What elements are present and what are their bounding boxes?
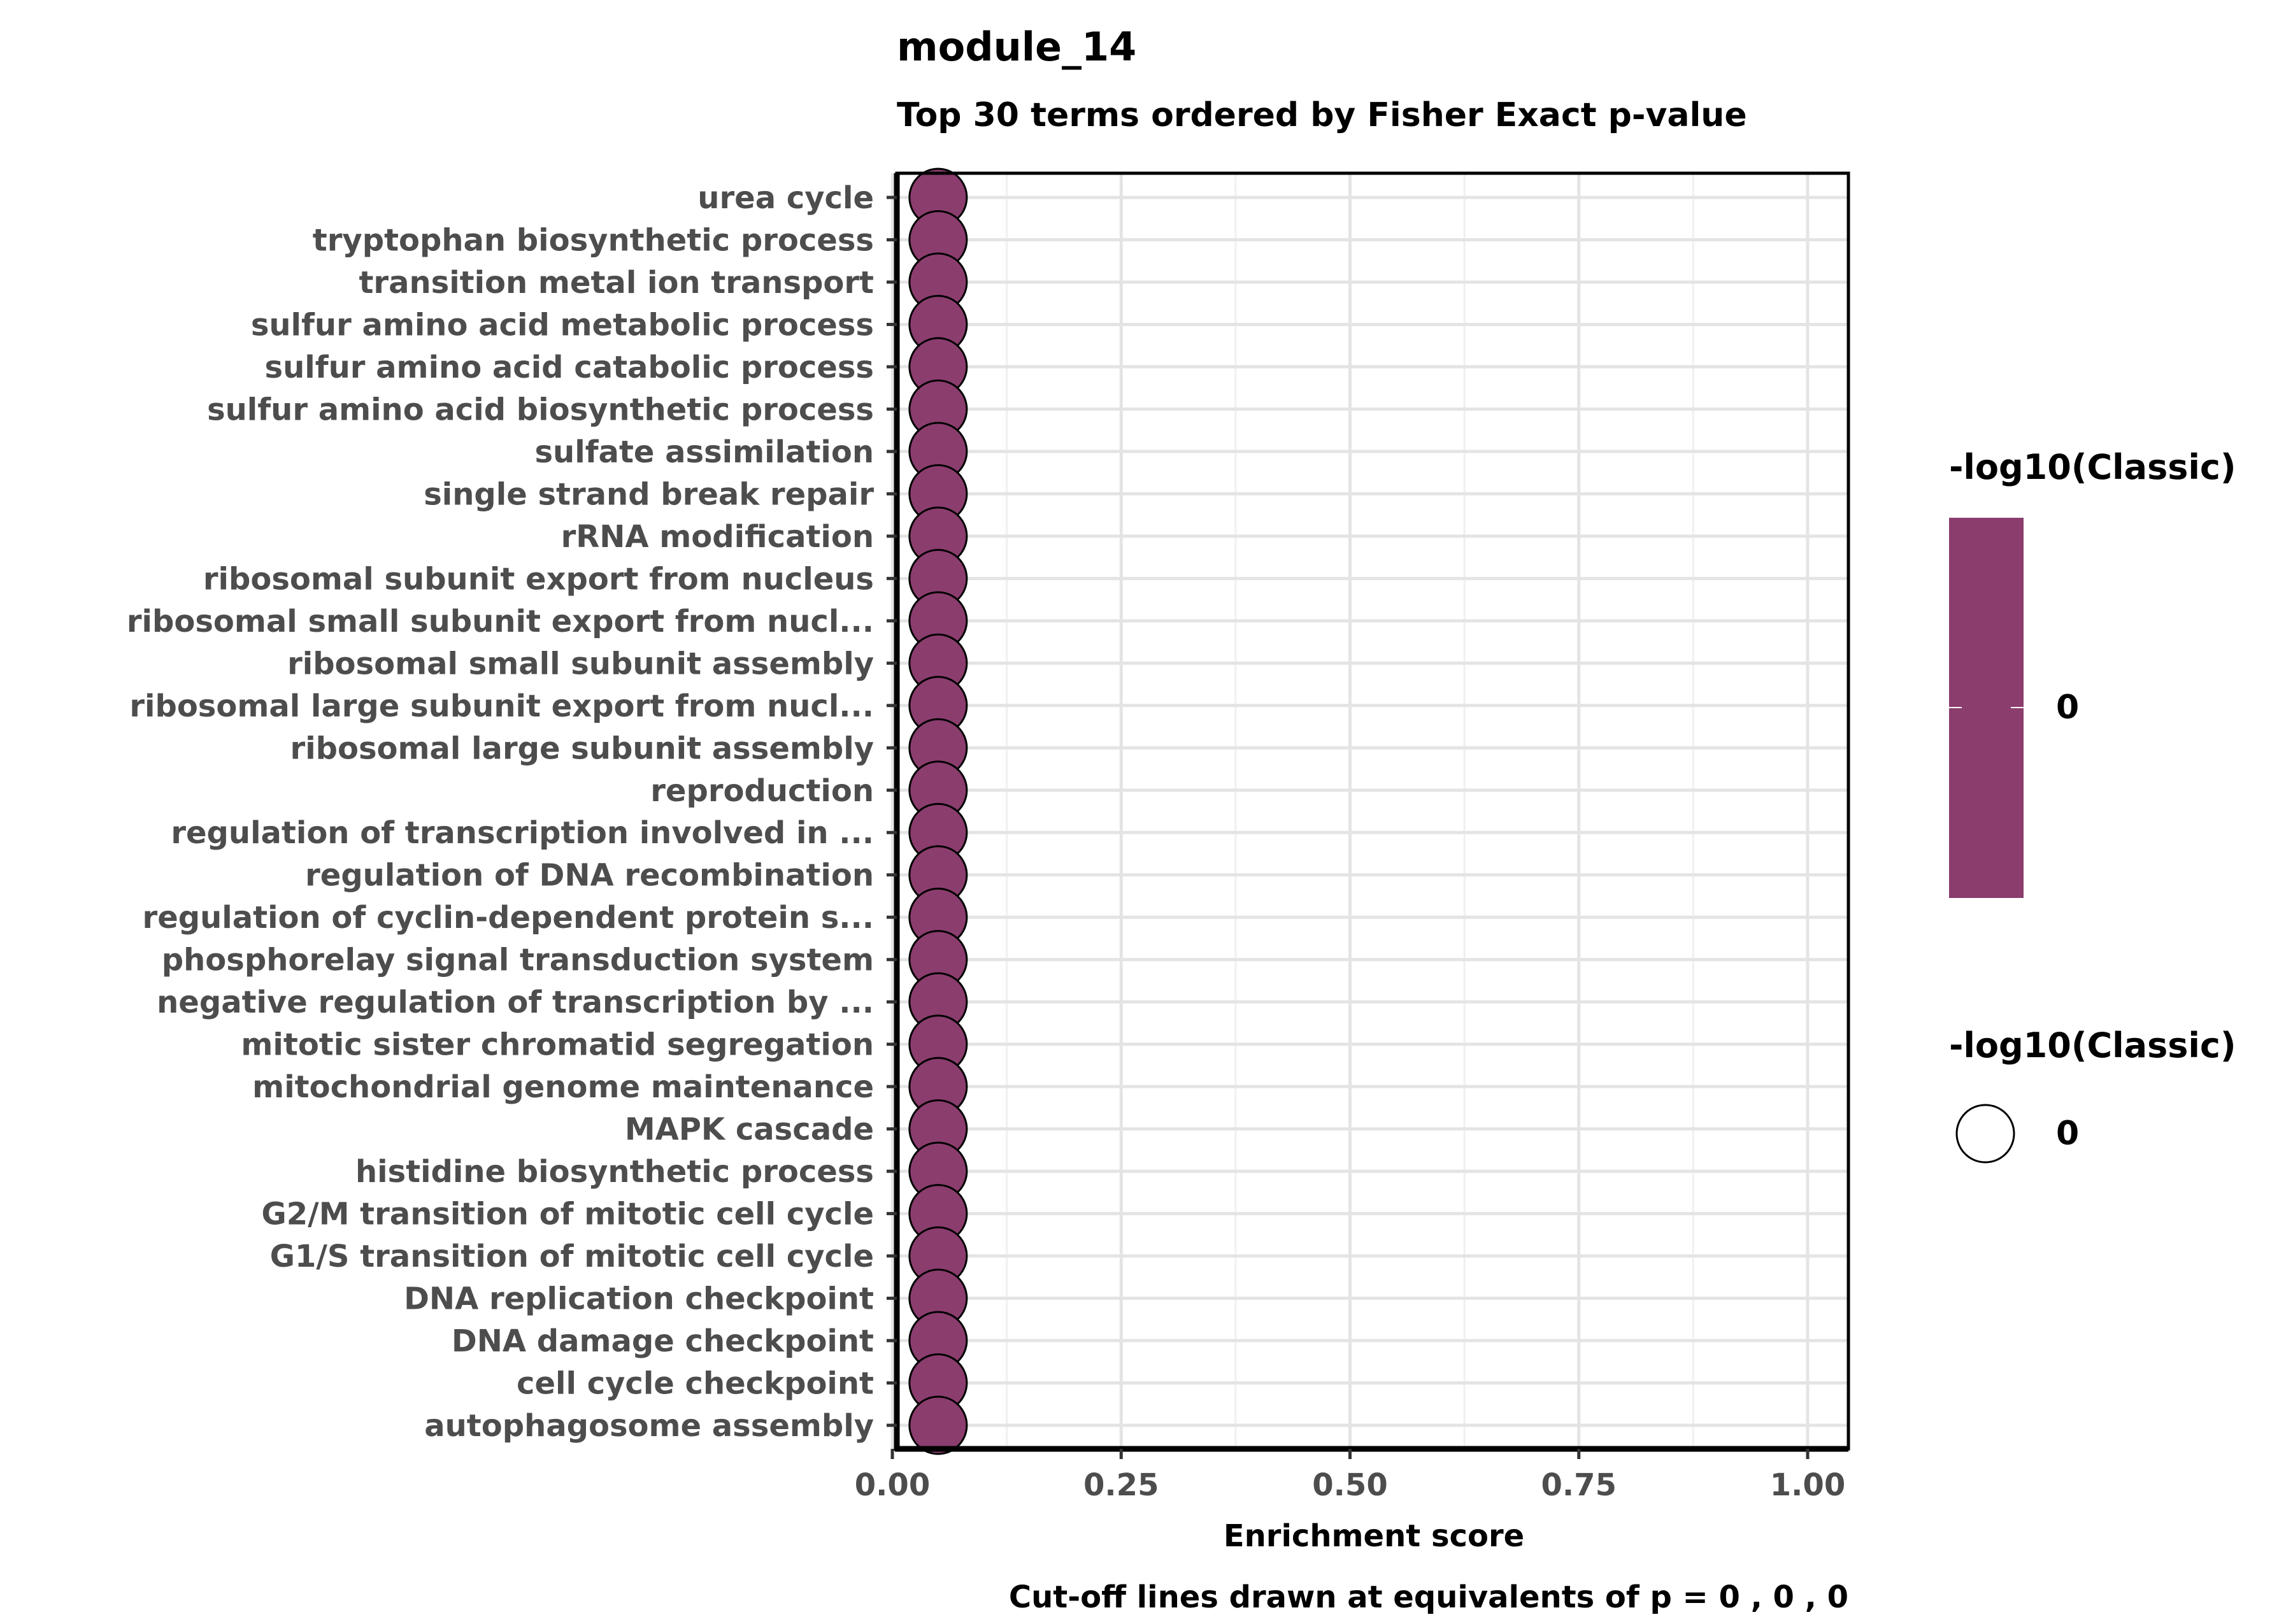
x-tick-label: 0.50	[1312, 1467, 1387, 1503]
y-tick-label: cell cycle checkpoint	[517, 1366, 874, 1402]
y-tick-label: regulation of cyclin-dependent protein s…	[143, 900, 874, 936]
y-tick-label: MAPK cascade	[625, 1112, 874, 1148]
data-points	[908, 167, 968, 1455]
y-tick-label: ribosomal large subunit export from nucl…	[129, 688, 874, 724]
y-tick-label: sulfur amino acid catabolic process	[265, 350, 874, 385]
size-legend-circle	[1955, 1104, 2015, 1164]
x-tick-label: 1.00	[1770, 1467, 1845, 1503]
y-tick-label: ribosomal small subunit export from nucl…	[127, 604, 874, 639]
y-tick-label: autophagosome assembly	[424, 1408, 874, 1444]
y-tick-label: histidine biosynthetic process	[355, 1154, 874, 1190]
grid-lines	[890, 173, 1848, 1449]
y-tick-label: mitotic sister chromatid segregation	[241, 1027, 874, 1063]
y-tick-label: G2/M transition of mitotic cell cycle	[261, 1197, 874, 1232]
y-tick-label: DNA damage checkpoint	[452, 1323, 874, 1359]
y-tick-label: G1/S transition of mitotic cell cycle	[270, 1239, 874, 1274]
color-legend-label: 0	[2056, 688, 2079, 727]
y-tick-label: rRNA modification	[561, 519, 874, 555]
y-tick-label: regulation of transcription involved in …	[171, 815, 874, 851]
y-tick-label: sulfate assimilation	[534, 434, 874, 470]
chart-caption: Cut-off lines drawn at equivalents of p …	[1009, 1579, 1848, 1615]
y-tick-label: ribosomal large subunit assembly	[290, 730, 874, 766]
chart-subtitle: Top 30 terms ordered by Fisher Exact p-v…	[897, 96, 1747, 134]
y-tick-label: mitochondrial genome maintenance	[252, 1069, 874, 1105]
y-tick-label: DNA replication checkpoint	[404, 1281, 874, 1317]
y-tick-label: sulfur amino acid biosynthetic process	[207, 392, 874, 427]
y-tick-label: single strand break repair	[424, 476, 874, 512]
y-tick-label: negative regulation of transcription by …	[157, 985, 874, 1020]
y-tick-label: regulation of DNA recombination	[305, 858, 874, 894]
y-tick-label: ribosomal small subunit assembly	[287, 646, 874, 681]
y-tick-label: sulfur amino acid metabolic process	[251, 307, 874, 343]
y-tick-label: urea cycle	[697, 180, 874, 216]
x-tick-label: 0.00	[855, 1467, 930, 1503]
y-tick-label: ribosomal subunit export from nucleus	[203, 561, 874, 597]
size-legend-label: 0	[2056, 1115, 2079, 1153]
y-tick-label: transition metal ion transport	[359, 265, 874, 301]
x-axis-ticks: 0.00 0.25 0.50 0.75 1.00	[855, 1446, 1848, 1503]
data-point	[908, 1395, 968, 1455]
x-axis-label: Enrichment score	[1224, 1518, 1524, 1554]
chart-title: module_14	[897, 24, 1136, 70]
x-tick-label: 0.75	[1541, 1467, 1617, 1503]
y-tick-label: reproduction	[650, 773, 874, 809]
y-tick-label: phosphorelay signal transduction system	[162, 943, 874, 978]
x-tick-label: 0.25	[1083, 1467, 1159, 1503]
color-legend-title: -log10(Classic)	[1949, 447, 2236, 487]
y-tick-label: tryptophan biosynthetic process	[313, 222, 874, 258]
y-axis-ticks: urea cycle tryptophan biosynthetic proces…	[127, 173, 900, 1451]
size-legend-title: -log10(Classic)	[1949, 1025, 2236, 1065]
